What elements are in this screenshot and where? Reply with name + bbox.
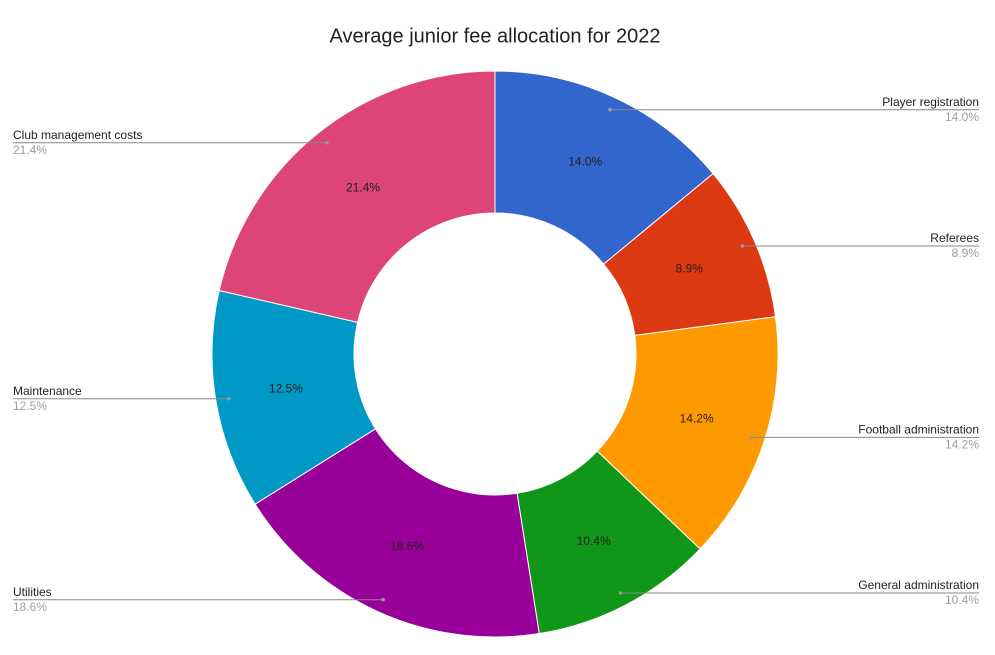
- legend-label: Utilities: [13, 585, 52, 599]
- slice-label: 14.2%: [680, 412, 714, 426]
- leader-dot: [608, 107, 612, 112]
- legend-value: 10.4%: [945, 593, 979, 607]
- legend-value: 12.5%: [13, 399, 47, 413]
- slice: [218, 70, 496, 323]
- legend-label: Club management costs: [13, 128, 142, 142]
- legend-value: 8.9%: [952, 246, 980, 260]
- slice-label: 12.5%: [269, 381, 303, 395]
- slice: [254, 428, 540, 638]
- legend-label: Maintenance: [13, 384, 82, 398]
- legend-label: Referees: [930, 231, 979, 245]
- slice-label: 21.4%: [346, 180, 380, 194]
- leader-dot: [749, 435, 754, 440]
- leader-dot: [325, 140, 329, 145]
- leader-dot: [740, 244, 745, 248]
- slice: [596, 316, 779, 550]
- leader-dot: [618, 591, 623, 595]
- leader-dot: [381, 597, 385, 602]
- legend-value: 14.0%: [945, 110, 979, 124]
- legend-value: 14.2%: [945, 438, 979, 452]
- legend-value: 21.4%: [13, 143, 47, 157]
- slice-label: 10.4%: [577, 534, 611, 548]
- slice-label: 14.0%: [568, 154, 602, 168]
- chart-title: Average junior fee allocation for 2022: [330, 25, 661, 47]
- slice: [494, 70, 714, 265]
- legend-label: Football administration: [858, 423, 979, 437]
- legend-value: 18.6%: [13, 600, 47, 614]
- leader-dot: [226, 396, 231, 401]
- slice-label: 18.6%: [390, 539, 424, 553]
- legend-label: General administration: [858, 578, 979, 592]
- slice-label: 8.9%: [676, 261, 704, 275]
- legend-label: Player registration: [882, 95, 979, 109]
